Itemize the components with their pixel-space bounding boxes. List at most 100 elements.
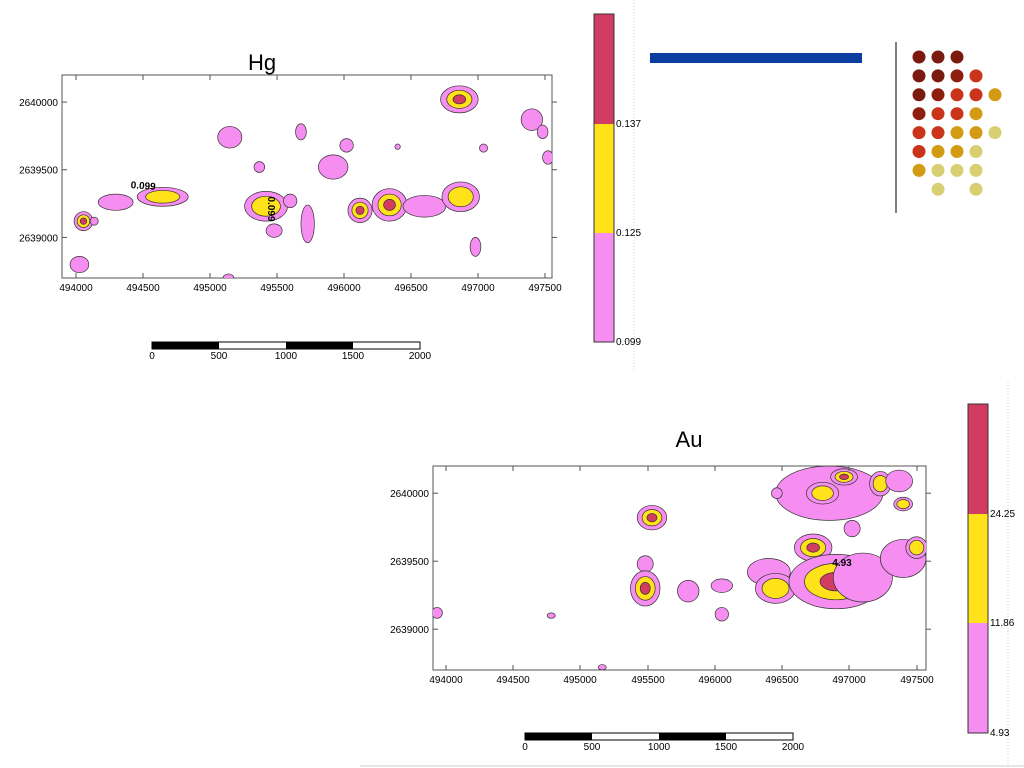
anomaly-low-zone: [542, 150, 552, 165]
anomaly-low-zone: [636, 555, 654, 573]
scale-bar-tick: 1000: [648, 742, 671, 753]
legend-break-label: 24.25: [990, 509, 1015, 520]
anomaly-low-zone: [318, 154, 349, 180]
anomaly-low-zone: [520, 108, 543, 131]
au-contour-label: 4.93: [832, 558, 852, 569]
logo-dot: [969, 69, 983, 83]
anomaly-low-zone: [771, 487, 783, 499]
logo-dot: [931, 126, 945, 140]
logo-dot: [931, 107, 945, 121]
dot-grid-logo: [912, 50, 1002, 196]
legend-break-label: 4.93: [990, 728, 1010, 739]
y-axis-tick-label: 2639000: [390, 625, 429, 636]
scale-bar-tick: 1000: [275, 351, 298, 362]
hg-map: Hg 494000 494500 495000 495500 496000 496500 4…: [19, 50, 562, 294]
scale-bar-tick: 1500: [715, 742, 738, 753]
legend-frame: [593, 13, 615, 343]
x-axis-tick-label: 497000: [461, 283, 495, 294]
x-axis-tick-label: 497500: [528, 283, 562, 294]
y-axis-tick-label: 2639000: [19, 233, 58, 244]
x-axis-tick-label: 495000: [193, 283, 227, 294]
logo-dot: [931, 50, 945, 64]
hg-contour-label: 0.099: [130, 180, 156, 193]
anomaly-high-zone: [355, 205, 365, 215]
anomaly-low-zone: [469, 237, 482, 257]
anomaly-low-zone: [97, 193, 134, 211]
hg-map-title: Hg: [248, 50, 276, 75]
logo-dot: [988, 88, 1002, 102]
logo-dot: [931, 69, 945, 83]
anomaly-low-zone: [89, 216, 99, 226]
y-axis-tick-label: 2640000: [390, 489, 429, 500]
x-axis-tick-label: 494000: [429, 675, 463, 686]
hg-contour-label: 0.099: [265, 196, 276, 221]
logo-dot: [931, 163, 945, 177]
anomaly-low-zone: [222, 273, 235, 278]
logo-dot: [969, 126, 983, 140]
anomaly-high-zone: [639, 582, 651, 595]
scale-bar-tick: 500: [211, 351, 228, 362]
logo-dot: [950, 163, 964, 177]
x-axis-tick-label: 496500: [394, 283, 428, 294]
x-axis-tick-label: 497500: [900, 675, 934, 686]
scale-bar-segment: [286, 342, 353, 349]
y-axis-tick-label: 2640000: [19, 98, 58, 109]
logo-dot: [931, 88, 945, 102]
legend-frame: [967, 403, 989, 734]
anomaly-low-zone: [714, 607, 729, 622]
logo-dot: [931, 182, 945, 196]
logo-dot: [969, 107, 983, 121]
logo-dot: [969, 163, 983, 177]
anomaly-low-zone: [677, 579, 700, 603]
logo-dot: [912, 163, 926, 177]
anomaly-low-zone: [217, 126, 243, 149]
blue-banner-bar: [650, 53, 862, 63]
anomaly-high-zone: [806, 542, 820, 553]
au-axes: 494000 494500 495000 495500 496000 496500 4970…: [390, 466, 934, 686]
x-axis-tick-label: 497000: [832, 675, 866, 686]
au-map: Au 494000 494500 495000 495500 496000 496500 4…: [390, 427, 934, 686]
x-axis-tick-label: 496500: [765, 675, 799, 686]
logo-dot: [912, 88, 926, 102]
logo-dot: [969, 88, 983, 102]
x-axis-tick-label: 496000: [698, 675, 732, 686]
x-axis-tick-label: 495500: [260, 283, 294, 294]
legend-swatch-low: [968, 623, 988, 733]
anomaly-low-zone: [832, 552, 893, 603]
y-axis-tick-label: 2639500: [19, 166, 58, 177]
anomaly-low-zone: [339, 138, 354, 153]
anomaly-mid-zone: [145, 190, 181, 204]
logo-dot: [950, 126, 964, 140]
logo-dot: [912, 69, 926, 83]
logo-dot: [912, 145, 926, 158]
anomaly-mid-zone: [811, 485, 834, 501]
anomaly-low-zone: [69, 255, 90, 273]
legend-swatch-low: [594, 233, 614, 342]
anomaly-mid-zone: [909, 539, 925, 556]
legend-break-label: 0.137: [616, 119, 641, 130]
legend-break-label: 11.86: [990, 618, 1015, 629]
hg-anomaly-layer: [69, 85, 552, 278]
x-axis-tick-label: 494500: [126, 283, 160, 294]
x-axis-tick-label: 494500: [496, 675, 530, 686]
logo-dot: [950, 50, 964, 64]
anomaly-low-zone: [265, 223, 283, 238]
anomaly-mid-zone: [896, 499, 910, 509]
scale-bar-tick: 0: [522, 742, 528, 753]
logo-dot: [950, 69, 964, 83]
anomaly-low-zone: [710, 578, 733, 593]
logo-dot: [950, 145, 964, 158]
anomaly-low-zone: [536, 124, 549, 139]
logo-dot: [950, 107, 964, 121]
anomaly-low-zone: [394, 143, 401, 150]
y-axis-tick-label: 2639500: [390, 557, 429, 568]
anomaly-mid-zone: [761, 578, 790, 599]
anomaly-mid-zone: [447, 186, 474, 208]
anomaly-low-zone: [295, 123, 307, 141]
anomaly-mid-zone: [872, 475, 888, 493]
scale-bar-tick: 500: [584, 742, 601, 753]
legend-swatch-high: [968, 404, 988, 514]
legend-swatch-mid: [594, 124, 614, 233]
legend-break-label: 0.099: [616, 337, 641, 348]
